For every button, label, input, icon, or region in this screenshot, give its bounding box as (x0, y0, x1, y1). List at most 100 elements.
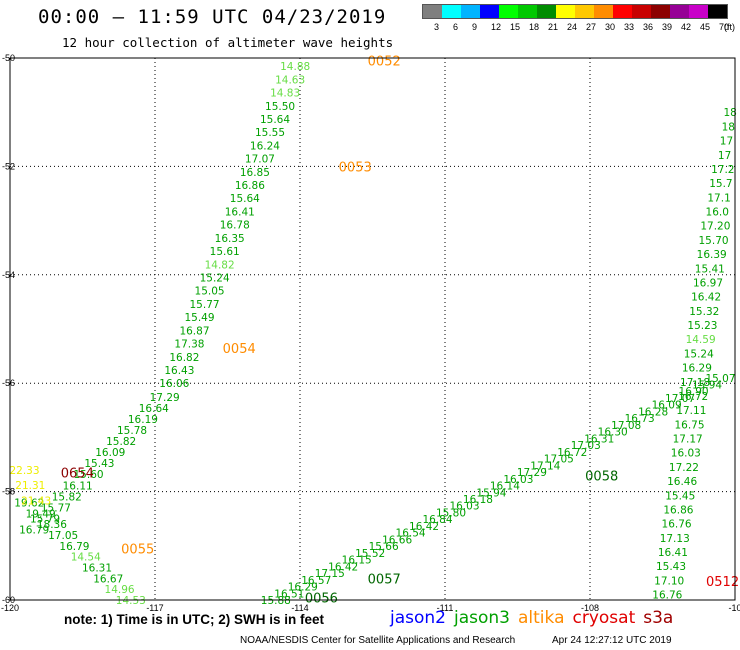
time-labels: 0052005300540654005500560057005805120 (61, 55, 740, 607)
color-legend: 3 6 9 12 15 18 21 24 27 30 33 36 39 42 45 70 (ft) (422, 4, 735, 33)
satellite-cryosat: cryosat (572, 608, 636, 628)
lon-tick-label: -108 (581, 603, 599, 613)
swh-value: 16.85 (240, 167, 270, 179)
swh-value: 16.09 (95, 447, 125, 459)
swh-value: 15.61 (210, 246, 240, 258)
swh-value: 16.42 (328, 561, 358, 573)
legend-swatch-24 (556, 5, 575, 18)
swh-value: 15.45 (665, 490, 695, 502)
swh-value: 17.14 (530, 460, 560, 472)
swh-value: 16.29 (682, 363, 712, 375)
swh-value: 19.49 (26, 508, 56, 520)
legend-label-70: 70 (719, 22, 730, 32)
swh-value: 17.08 (611, 420, 641, 432)
legend-swatch-15 (499, 5, 518, 18)
pass-time-label: 0058 (585, 469, 618, 484)
swh-value: 17.17 (673, 434, 703, 446)
swh-value: 15.24 (200, 273, 230, 285)
lon-tick-label: -111 (437, 603, 454, 613)
swh-value: 15.24 (684, 348, 714, 360)
swh-value: 16.79 (19, 525, 49, 537)
swh-value: 17.29 (517, 467, 547, 479)
legend-label-21: 21 (548, 22, 559, 32)
swh-value: 16.46 (667, 476, 697, 488)
legend-label-18: 18 (529, 22, 540, 32)
swh-value: 17.11 (676, 405, 706, 417)
swh-value: 16.86 (663, 504, 693, 516)
legend-label-30: 30 (605, 22, 616, 32)
swh-value: 18 (723, 107, 736, 119)
legend-unit: (ft) (724, 22, 735, 32)
legend-swatch-42 (670, 5, 689, 18)
swh-value: 19.62 (14, 497, 44, 509)
track-0654-left: 22.33 21.31 21.43 (9, 465, 51, 507)
swh-value: 16.35 (215, 233, 245, 245)
swh-value: 21.43 (21, 495, 51, 507)
swh-value: 16.03 (671, 448, 701, 460)
swh-value: 16.42 (409, 521, 439, 533)
track-0512: 18 18 17 17 17.2 15.7 17.1 16.0 17.20 15.70 16.39 1… (652, 107, 737, 601)
lat-tick-label: -54 (2, 270, 15, 280)
swh-value: 15.66 (369, 541, 399, 553)
satellite-jason2: jason2 (390, 608, 446, 628)
swh-value: 15.49 (184, 312, 214, 324)
legend-label-45: 45 (700, 22, 711, 32)
swh-value: 15.52 (355, 548, 385, 560)
swh-value: 14.53 (116, 595, 146, 607)
legend-label-3: 3 (434, 22, 440, 32)
legend-swatch-9 (461, 5, 480, 18)
swh-value: 17.07 (245, 154, 275, 166)
swh-value: 17.18 (680, 377, 710, 389)
swh-value: 16.30 (598, 427, 628, 439)
swh-value: 15.80 (436, 507, 466, 519)
swh-value: 17.2 (711, 164, 734, 176)
pass-time-label: 0054 (223, 342, 256, 357)
plot-frame (9, 57, 736, 601)
legend-labels: 3 6 9 12 15 18 21 24 27 30 33 36 39 42 45 70 (ft) (422, 19, 735, 33)
legend-swatch-30 (594, 5, 613, 18)
swh-value: 17.05 (48, 530, 78, 542)
swh-value: 16.84 (422, 514, 452, 526)
swh-value: 16.39 (697, 249, 727, 261)
swh-value: 15.79 (30, 513, 60, 525)
swh-value: 16.76 (662, 519, 692, 531)
chart-subtitle: 12 hour collection of altimeter wave hei… (62, 35, 394, 50)
swh-value: 17 (718, 150, 731, 162)
note-text: note: 1) Time is in UTC; 2) SWH is in fe… (64, 612, 325, 627)
legend-swatch-45 (689, 5, 708, 18)
legend-swatch-36 (632, 5, 651, 18)
track-0056: 15.8816.5116.2916.5717.1516.4216.1515.52… (261, 373, 736, 607)
track-0054: 17.2916.6416.1915.7815.8216.0915.4315.60… (19, 392, 180, 537)
swh-value: 16.03 (503, 474, 533, 486)
swh-value: 16.67 (93, 573, 123, 585)
pass-time-label: 0512 (706, 575, 739, 590)
swh-value: 15.23 (687, 320, 717, 332)
swh-value: 16.72 (557, 447, 587, 459)
legend-swatch-39 (651, 5, 670, 18)
swh-value: 16.43 (164, 365, 194, 377)
lat-tick-label: -58 (2, 487, 15, 497)
axes: -120 -117 -114 -111 -108 -10 -50 -52 -54 -56 -58 -6… (1, 53, 740, 613)
swh-value: 15.82 (106, 436, 136, 448)
swh-value: 16.87 (179, 325, 209, 337)
swh-value: 17.13 (660, 533, 690, 545)
swh-value: 16.97 (693, 277, 723, 289)
swh-value: 14.59 (686, 334, 716, 346)
lat-tick-label: -52 (2, 161, 15, 171)
swh-value: 17.22 (669, 462, 699, 474)
legend-label-24: 24 (567, 22, 578, 32)
swh-value: 16.66 (382, 534, 412, 546)
swh-value: 16.51 (274, 588, 304, 600)
swh-value: 16.76 (652, 590, 682, 602)
grid (10, 58, 735, 600)
legend-label-9: 9 (472, 22, 478, 32)
swh-value: 15.77 (190, 299, 220, 311)
legend-label-15: 15 (510, 22, 521, 32)
swh-value: 15.88 (261, 595, 291, 607)
swh-value: 14.96 (105, 584, 135, 596)
swh-value: 15.32 (689, 306, 719, 318)
satellite-jason3: jason3 (454, 608, 510, 628)
legend-label-42: 42 (681, 22, 692, 32)
swh-value: 16.73 (625, 413, 655, 425)
swh-value: 22.33 (9, 465, 39, 477)
